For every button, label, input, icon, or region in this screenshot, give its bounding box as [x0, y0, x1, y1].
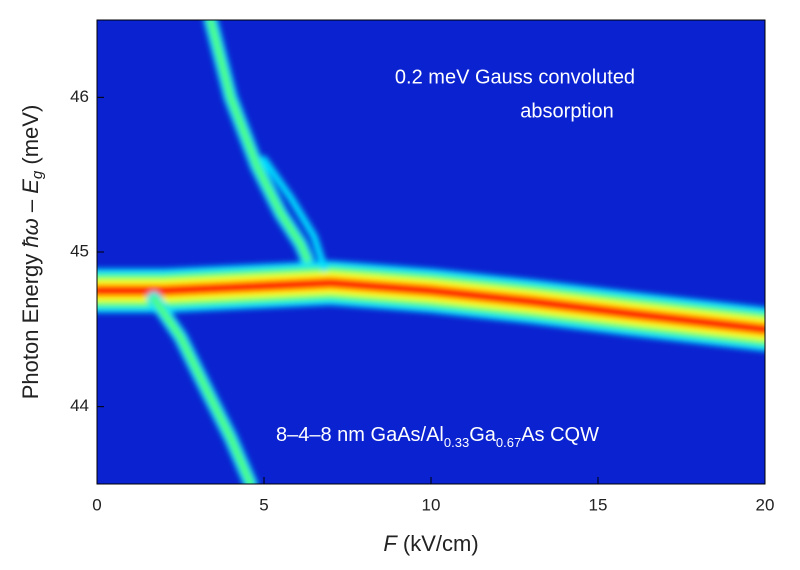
x-label-part: (kV/cm)	[397, 531, 479, 556]
annotation-sub: 0.67	[496, 435, 521, 450]
ridge-layer	[97, 20, 765, 484]
y-label-part: E	[18, 179, 43, 194]
y-label-part: –	[18, 194, 43, 218]
x-tick-label: 0	[92, 495, 101, 514]
ridge	[97, 277, 765, 335]
x-tick-label: 20	[756, 495, 775, 514]
plot-background	[97, 20, 765, 484]
y-axis-label: Photon Energy ħω – Eg (meV)	[18, 105, 46, 400]
annotation-part: 8–4–8 nm GaAs/Al	[276, 424, 444, 446]
annotation-sub: 0.33	[444, 435, 469, 450]
y-label-sub: g	[29, 170, 46, 179]
x-tick-label: 5	[259, 495, 268, 514]
annotation-part: Ga	[469, 424, 497, 446]
ridge	[260, 155, 328, 271]
x-axis-label: F (kV/cm)	[383, 531, 478, 556]
y-tick-label: 44	[70, 396, 89, 415]
ridge	[207, 20, 311, 264]
y-tick-label: 45	[70, 241, 89, 260]
ridge	[150, 294, 255, 484]
annotation: absorption	[520, 100, 613, 122]
x-tick-label: 10	[422, 495, 441, 514]
x-tick-label: 15	[589, 495, 608, 514]
annotation: 0.2 meV Gauss convoluted	[395, 66, 635, 88]
annotation: 8–4–8 nm GaAs/Al0.33Ga0.67As CQW	[276, 424, 599, 450]
y-label-part: (meV)	[18, 105, 43, 171]
y-label-part: ħω	[18, 218, 43, 247]
y-tick-label: 46	[70, 87, 89, 106]
x-label-part: F	[383, 531, 398, 556]
annotation-part: As CQW	[521, 424, 599, 446]
y-label-part: Photon Energy	[18, 248, 43, 400]
